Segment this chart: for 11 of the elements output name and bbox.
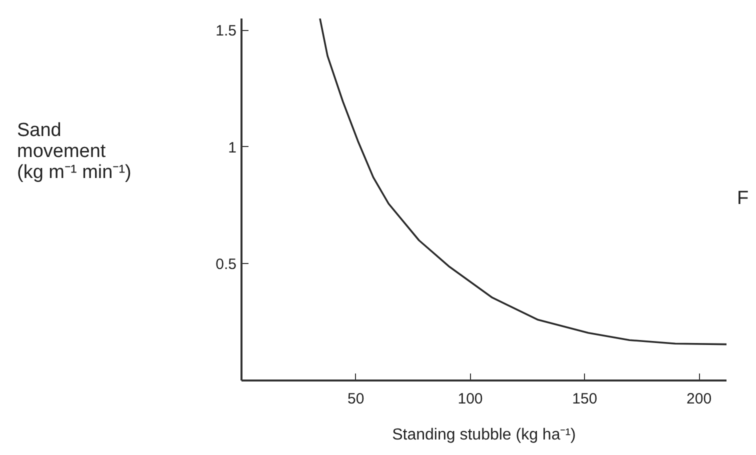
line-series	[319, 18, 726, 346]
x-tick-label: 150	[572, 390, 598, 408]
text: F	[737, 188, 749, 210]
x-tick-label: 50	[348, 390, 364, 408]
x-tick-label: 200	[686, 390, 712, 408]
x-axis-title: Standing stubble (kg ha⁻¹)	[392, 426, 576, 444]
x-tick-label: 100	[458, 390, 483, 408]
y-axis-title: Sand movement (kg m⁻¹ min⁻¹)	[17, 120, 132, 184]
y-tick-label: 0.5	[216, 256, 237, 274]
y-tick-label: 1	[228, 139, 236, 156]
y-tick-label: 1.5	[216, 22, 237, 40]
